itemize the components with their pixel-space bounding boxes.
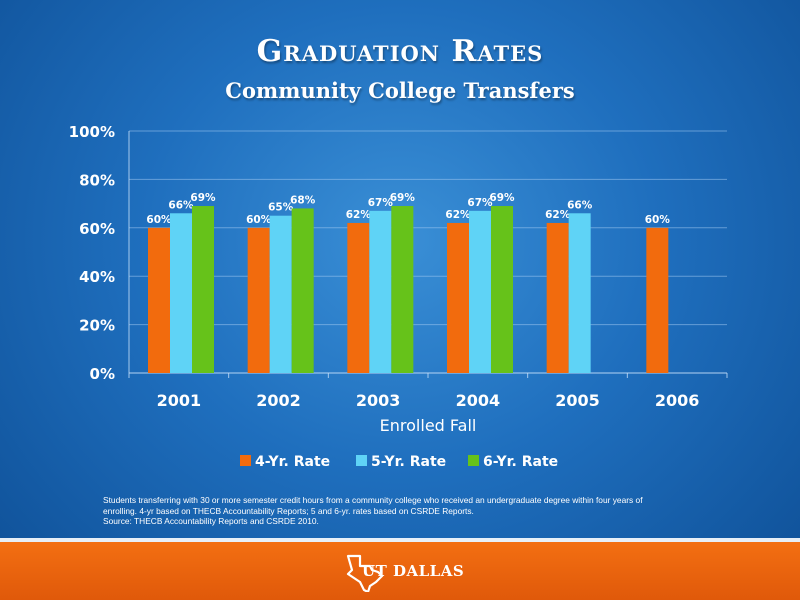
slide-title: Graduation Rates [256,34,544,69]
x-tick-label: 2004 [456,391,501,410]
legend-label: 4-Yr. Rate [255,454,330,470]
bar-4-yr-rate-2006 [646,227,669,373]
y-tick-label: 60% [79,220,115,238]
bar-5-yr-rate-2003 [369,210,392,373]
data-label: 68% [290,194,316,206]
data-label: 62% [445,209,471,221]
bar-6-yr-rate-2003 [391,206,414,373]
logo-text: UT DALLAS [362,562,465,580]
data-label: 62% [545,209,571,221]
data-label: 66% [567,199,593,211]
legend-swatch [468,455,479,466]
data-label: 69% [489,192,515,204]
data-label: 67% [368,197,394,209]
bar-4-yr-rate-2002 [247,227,270,373]
bar-4-yr-rate-2001 [148,227,170,373]
data-label: 60% [645,214,671,226]
data-label: 62% [346,209,372,221]
data-label: 69% [190,192,216,204]
footnote-line: Source: THECB Accountability Reports and… [103,516,319,526]
bar-6-yr-rate-2002 [291,208,314,373]
x-tick-label: 2001 [157,391,202,410]
x-tick-label: 2005 [555,391,600,410]
y-tick-label: 40% [79,268,115,286]
legend-swatch [356,455,367,466]
x-axis-title: Enrolled Fall [380,416,477,435]
footer-bar [0,542,800,600]
legend-label: 5-Yr. Rate [371,454,446,470]
footnote-line: enrolling. 4-yr based on THECB Accountab… [103,505,474,516]
y-tick-label: 80% [79,171,115,189]
y-tick-label: 0% [90,365,115,383]
bar-5-yr-rate-2005 [568,213,591,373]
data-label: 65% [268,202,294,214]
ut-dallas-logo [346,554,384,592]
bar-chart: 0%20%40%60%80%100%60%66%69%200160%65%68%… [69,123,728,470]
footer-divider [0,538,800,542]
data-label: 60% [146,214,172,226]
legend-swatch [240,455,251,466]
slide-subtitle: Community College Transfers [225,78,575,103]
bar-6-yr-rate-2004 [491,206,513,373]
x-tick-label: 2002 [256,391,301,410]
data-label: 60% [246,214,272,226]
x-tick-label: 2006 [655,391,700,410]
bar-4-yr-rate-2003 [347,222,370,373]
data-label: 69% [390,192,416,204]
bar-5-yr-rate-2004 [469,210,491,373]
legend-label: 6-Yr. Rate [483,454,558,470]
data-label: 67% [467,197,493,209]
bar-5-yr-rate-2001 [170,213,192,373]
data-label: 66% [168,199,194,211]
texas-shape-icon [346,554,384,592]
footnotes: Students transferring with 30 or more se… [103,495,703,527]
bar-5-yr-rate-2002 [269,215,292,373]
y-tick-label: 20% [79,317,115,335]
y-tick-label: 100% [69,123,115,141]
bar-4-yr-rate-2004 [447,222,469,373]
x-tick-label: 2003 [356,391,401,410]
bar-6-yr-rate-2001 [192,206,214,373]
footnote-line: Students transferring with 30 or more se… [103,495,643,505]
bar-4-yr-rate-2005 [546,222,569,373]
